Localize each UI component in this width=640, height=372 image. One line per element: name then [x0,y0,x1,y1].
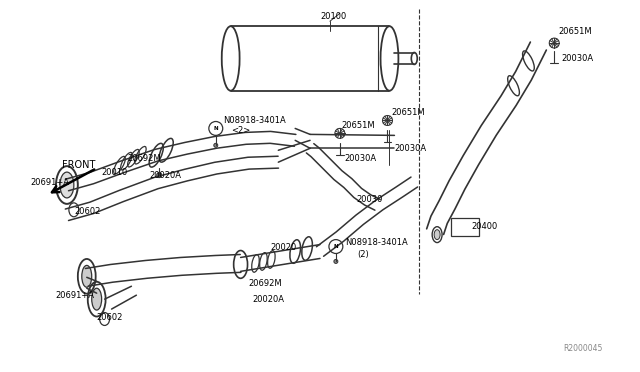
Text: 20691+A: 20691+A [55,291,94,300]
Text: 20602: 20602 [97,312,123,321]
Text: 20020A: 20020A [253,295,285,304]
Text: 20030A: 20030A [394,144,427,153]
Text: 20651M: 20651M [558,27,592,36]
Text: 20030A: 20030A [561,54,593,64]
Text: 20100: 20100 [320,12,346,21]
Text: N: N [333,244,338,249]
Text: 20691+A: 20691+A [30,177,69,186]
Text: <2>: <2> [230,126,250,135]
Ellipse shape [157,173,162,177]
FancyBboxPatch shape [451,218,479,235]
Ellipse shape [214,143,218,147]
Text: N08918-3401A: N08918-3401A [223,116,285,125]
Text: N: N [214,126,218,131]
Text: 20651M: 20651M [392,108,425,117]
Text: (2): (2) [358,250,369,259]
Ellipse shape [82,265,92,287]
Ellipse shape [434,230,440,240]
Ellipse shape [92,288,102,310]
Ellipse shape [60,172,74,198]
Text: 20010: 20010 [102,168,128,177]
Text: 20400: 20400 [472,222,498,231]
Text: 20692M: 20692M [248,279,282,288]
Text: 20020: 20020 [270,243,296,252]
Text: 20692M: 20692M [127,154,161,163]
Ellipse shape [334,259,338,263]
Text: 20020A: 20020A [149,171,181,180]
Text: 20030A: 20030A [345,154,377,163]
Text: 20602: 20602 [75,207,101,216]
Text: 20651M: 20651M [342,121,376,130]
Text: FRONT: FRONT [62,160,95,170]
Text: N08918-3401A: N08918-3401A [345,238,408,247]
Text: 20030: 20030 [356,195,383,204]
Text: R2000045: R2000045 [563,344,602,353]
